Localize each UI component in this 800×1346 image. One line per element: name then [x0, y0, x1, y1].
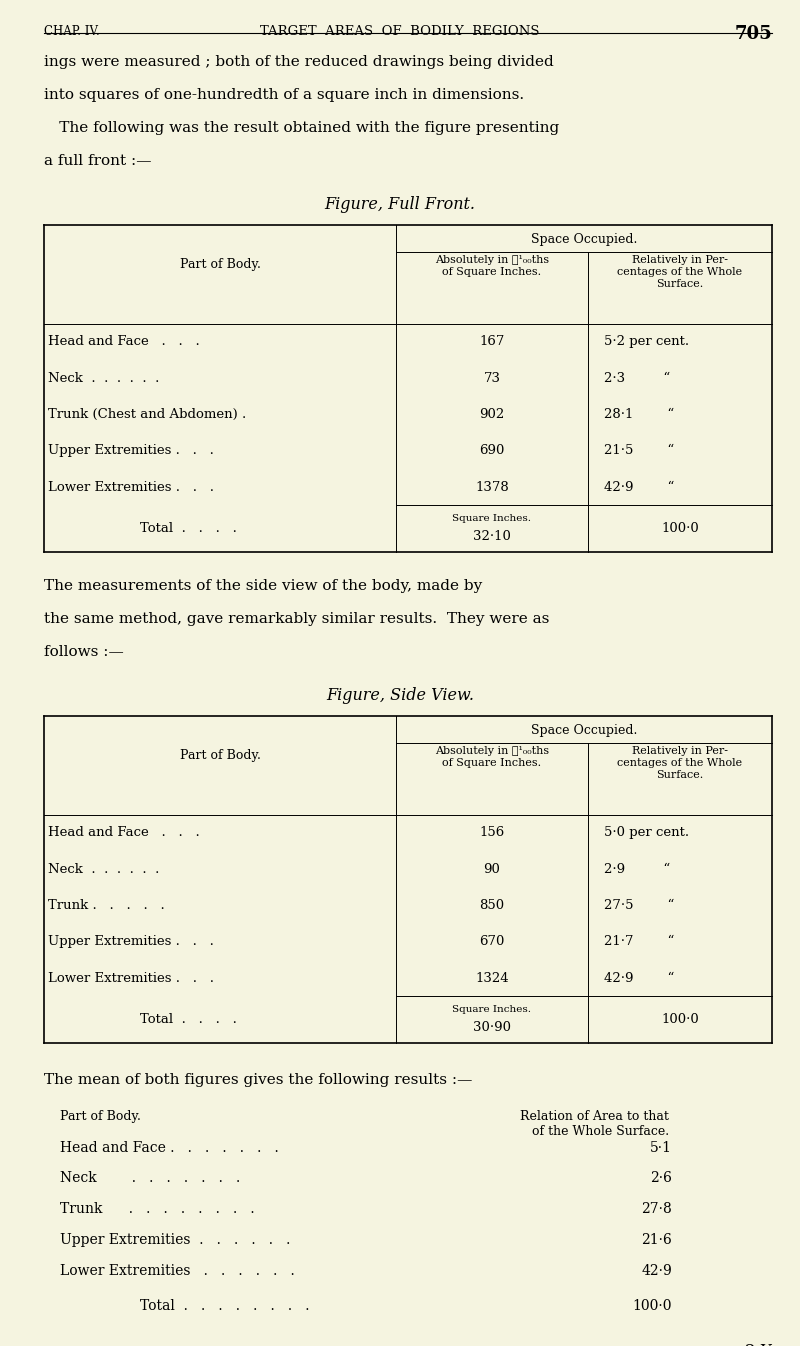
- Text: 32·10: 32·10: [473, 529, 511, 542]
- Text: Head and Face   .   .   .: Head and Face . . .: [48, 335, 200, 349]
- Text: 670: 670: [479, 935, 505, 949]
- Text: 42·9        “: 42·9 “: [604, 481, 674, 494]
- Text: 2·6: 2·6: [650, 1171, 672, 1186]
- Text: 100·0: 100·0: [661, 522, 699, 534]
- Text: 705: 705: [734, 26, 772, 43]
- Text: Total  .   .   .   .: Total . . . .: [140, 1014, 237, 1026]
- Text: 42·9: 42·9: [642, 1264, 672, 1277]
- Text: The following was the result obtained with the figure presenting: The following was the result obtained wi…: [44, 121, 559, 135]
- Text: 28·1        “: 28·1 “: [604, 408, 674, 421]
- Text: the same method, gave remarkably similar results.  They were as: the same method, gave remarkably similar…: [44, 612, 550, 626]
- Text: 2 Y: 2 Y: [745, 1343, 772, 1346]
- Text: CHAP. IV.: CHAP. IV.: [44, 26, 100, 38]
- Text: Upper Extremities .   .   .: Upper Extremities . . .: [48, 935, 214, 949]
- Text: 5·0 per cent.: 5·0 per cent.: [604, 826, 689, 840]
- Text: 21·7        “: 21·7 “: [604, 935, 674, 949]
- Text: 167: 167: [479, 335, 505, 349]
- Text: 156: 156: [479, 826, 505, 840]
- Text: Lower Extremities   .   .   .   .   .   .: Lower Extremities . . . . . .: [60, 1264, 294, 1277]
- Text: Relatively in Per-
centages of the Whole
Surface.: Relatively in Per- centages of the Whole…: [618, 747, 742, 779]
- Text: 690: 690: [479, 444, 505, 458]
- Text: 2·9         “: 2·9 “: [604, 863, 670, 876]
- Text: 100·0: 100·0: [661, 1014, 699, 1026]
- Text: Total  .   .   .   .: Total . . . .: [140, 522, 237, 534]
- Text: Lower Extremities .   .   .: Lower Extremities . . .: [48, 972, 214, 985]
- Text: 1378: 1378: [475, 481, 509, 494]
- Text: Part of Body.: Part of Body.: [60, 1110, 141, 1123]
- Text: 902: 902: [479, 408, 505, 421]
- Text: 21·5        “: 21·5 “: [604, 444, 674, 458]
- Text: ings were measured ; both of the reduced drawings being divided: ings were measured ; both of the reduced…: [44, 55, 554, 69]
- Text: Head and Face   .   .   .: Head and Face . . .: [48, 826, 200, 840]
- Text: a full front :—: a full front :—: [44, 155, 151, 168]
- Text: 42·9        “: 42·9 “: [604, 972, 674, 985]
- Text: 21·6: 21·6: [642, 1233, 672, 1248]
- Text: Part of Body.: Part of Body.: [179, 748, 261, 762]
- Text: 27·8: 27·8: [642, 1202, 672, 1217]
- Text: 5·1: 5·1: [650, 1140, 672, 1155]
- Text: Neck        .   .   .   .   .   .   .: Neck . . . . . . .: [60, 1171, 240, 1186]
- Text: The mean of both figures gives the following results :—: The mean of both figures gives the follo…: [44, 1074, 472, 1088]
- Text: Absolutely in ¹₀₀ths
of Square Inches.: Absolutely in ¹₀₀ths of Square Inches.: [435, 256, 549, 277]
- Text: 1324: 1324: [475, 972, 509, 985]
- Text: Head and Face .   .   .   .   .   .   .: Head and Face . . . . . . .: [60, 1140, 278, 1155]
- Text: into squares of one-hundredth of a square inch in dimensions.: into squares of one-hundredth of a squar…: [44, 87, 524, 102]
- Text: The measurements of the side view of the body, made by: The measurements of the side view of the…: [44, 579, 482, 594]
- Text: Neck  .  .  .  .  .  .: Neck . . . . . .: [48, 371, 159, 385]
- Text: Space Occupied.: Space Occupied.: [531, 724, 637, 738]
- Text: Upper Extremities  .   .   .   .   .   .: Upper Extremities . . . . . .: [60, 1233, 290, 1248]
- Text: 850: 850: [479, 899, 505, 913]
- Text: TARGET  AREAS  OF  BODILY  REGIONS: TARGET AREAS OF BODILY REGIONS: [260, 26, 540, 38]
- Text: Trunk      .   .   .   .   .   .   .   .: Trunk . . . . . . . .: [60, 1202, 254, 1217]
- Text: 5·2 per cent.: 5·2 per cent.: [604, 335, 689, 349]
- Text: 100·0: 100·0: [633, 1299, 672, 1314]
- Text: Trunk (Chest and Abdomen) .: Trunk (Chest and Abdomen) .: [48, 408, 246, 421]
- Text: Relation of Area to that
of the Whole Surface.: Relation of Area to that of the Whole Su…: [520, 1110, 669, 1137]
- Text: Square Inches.: Square Inches.: [453, 514, 531, 524]
- Text: 90: 90: [483, 863, 501, 876]
- Text: Total  .   .   .   .   .   .   .   .: Total . . . . . . . .: [140, 1299, 310, 1314]
- Text: 73: 73: [483, 371, 501, 385]
- Text: Square Inches.: Square Inches.: [453, 1005, 531, 1014]
- Text: 27·5        “: 27·5 “: [604, 899, 674, 913]
- Text: Upper Extremities .   .   .: Upper Extremities . . .: [48, 444, 214, 458]
- Text: Part of Body.: Part of Body.: [179, 257, 261, 271]
- Text: Trunk .   .   .   .   .: Trunk . . . . .: [48, 899, 165, 913]
- Text: Neck  .  .  .  .  .  .: Neck . . . . . .: [48, 863, 159, 876]
- Text: Absolutely in ¹₀₀ths
of Square Inches.: Absolutely in ¹₀₀ths of Square Inches.: [435, 747, 549, 769]
- Text: Space Occupied.: Space Occupied.: [531, 233, 637, 246]
- Text: Figure, Side View.: Figure, Side View.: [326, 686, 474, 704]
- Text: 30·90: 30·90: [473, 1020, 511, 1034]
- Text: follows :—: follows :—: [44, 645, 124, 660]
- Text: Relatively in Per-
centages of the Whole
Surface.: Relatively in Per- centages of the Whole…: [618, 256, 742, 288]
- Text: Lower Extremities .   .   .: Lower Extremities . . .: [48, 481, 214, 494]
- Text: 2·3         “: 2·3 “: [604, 371, 670, 385]
- Text: Figure, Full Front.: Figure, Full Front.: [325, 197, 475, 213]
